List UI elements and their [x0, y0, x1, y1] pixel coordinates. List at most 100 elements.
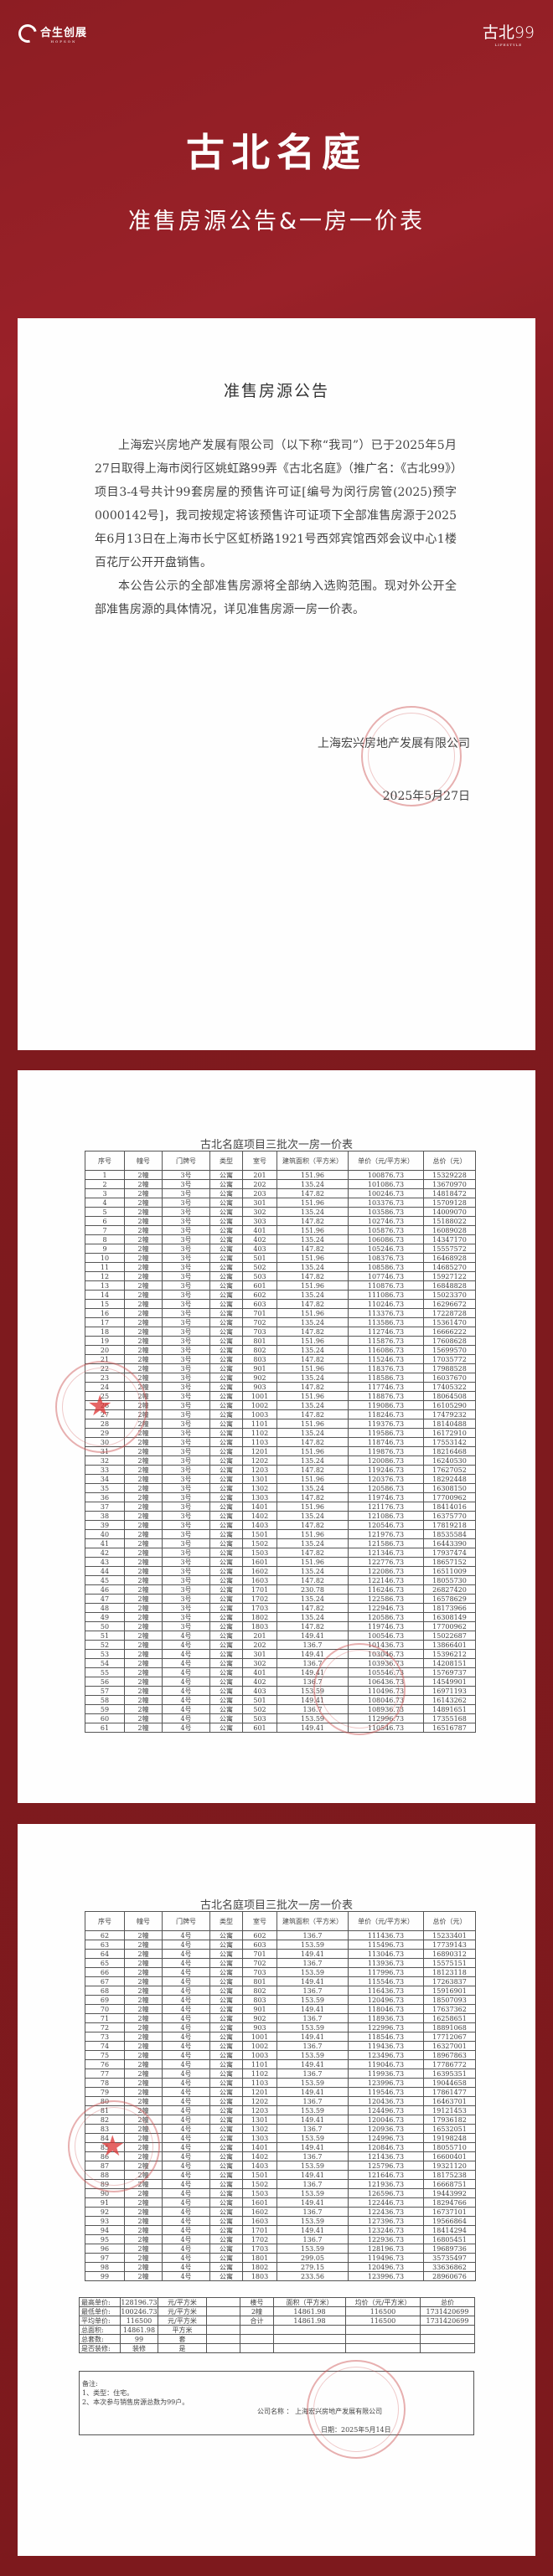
table-cell: 16240530	[423, 1455, 476, 1466]
table-cell: 3号	[162, 1603, 210, 1613]
table-cell: 15233401	[423, 1930, 476, 1940]
table-cell: 1103	[242, 1437, 277, 1447]
table-cell: 4号	[162, 2013, 210, 2023]
table-cell: 15709128	[423, 1198, 476, 1208]
table-row: 60 2幢 4号 公寓 503 153.59 112996.73 17355168	[85, 1713, 476, 1723]
table-cell: 公寓	[209, 1958, 243, 1968]
table-cell: 公寓	[209, 1317, 243, 1327]
table-cell: 14347170	[423, 1234, 476, 1244]
table-cell: 1402	[242, 2151, 277, 2161]
table-cell	[206, 2297, 240, 2307]
table-cell: 2	[85, 1179, 125, 1189]
table-cell: 2幢	[124, 2041, 163, 2051]
table-cell: 18055730	[423, 1575, 476, 1585]
table-cell: 67	[85, 1976, 125, 1986]
table-cell: 903	[242, 1382, 277, 1392]
table-cell: 2幢	[124, 2234, 163, 2244]
table-cell: 98	[85, 2262, 125, 2272]
table-cell: 3号	[162, 1244, 210, 1254]
table-cell: 1301	[242, 2115, 277, 2125]
table-cell: 121346.73	[348, 1548, 424, 1558]
table-cell: 公寓	[209, 1557, 243, 1567]
table-cell: 17405322	[423, 1382, 476, 1392]
table-cell: 3号	[162, 1621, 210, 1631]
table-row: 2 2幢 3号 公寓 202 135.24 101086.73 13670970	[85, 1179, 476, 1189]
column-header: 类型	[209, 1911, 243, 1931]
table-cell: 803	[242, 1995, 277, 2005]
table-cell: 72	[85, 2022, 125, 2032]
table-cell: 2幢	[124, 1538, 163, 1548]
table-row: 66 2幢 4号 公寓 703 153.59 117996.73 18123118	[85, 1967, 476, 1977]
table-cell: 118746.73	[348, 1437, 424, 1447]
table-cell: 3号	[162, 1382, 210, 1392]
table-cell: 16395351	[423, 2069, 476, 2079]
table-cell: 123996.73	[348, 2271, 424, 2281]
table-cell: 2幢	[240, 2306, 274, 2316]
summary-table: 最高单价: 128196.73 元/平方米 楼号 面积（平方米） 均价（元/平方米） 总价最…	[79, 2297, 475, 2353]
table-cell: 62	[85, 1930, 125, 1940]
table-cell: 3号	[162, 1538, 210, 1548]
table-cell: 602	[242, 1930, 277, 1940]
table-cell: 2幢	[124, 2225, 163, 2235]
table-cell: 公寓	[209, 2151, 243, 2161]
table-cell: 16463701	[423, 2096, 476, 2106]
brand-left-en: HOPSON	[50, 39, 77, 44]
table-cell: 402	[242, 1677, 277, 1687]
table-cell: 153.59	[276, 2161, 349, 2171]
table-cell: 121586.73	[348, 1538, 424, 1548]
table-cell: 147.82	[276, 1271, 349, 1281]
table-cell: 公寓	[209, 1986, 243, 1996]
table-row: 26 2幢 3号 公寓 1002 135.24 119086.73 16105290	[85, 1400, 476, 1410]
table-cell: 120586.73	[348, 1483, 424, 1493]
table-cell: 110876.73	[348, 1280, 424, 1291]
table-cell: 121176.73	[348, 1502, 424, 1512]
table-cell: 15022687	[423, 1631, 476, 1641]
table-cell: 1703	[242, 2244, 277, 2254]
table-row: 81 2幢 4号 公寓 1203 153.59 124496.73 19121453	[85, 2105, 476, 2115]
table-cell: 118876.73	[348, 1391, 424, 1401]
table-cell: 149.41	[276, 1949, 349, 1959]
table-cell: 102746.73	[348, 1216, 424, 1226]
table-cell: 15916901	[423, 1986, 476, 1996]
table-cell: 601	[242, 1723, 277, 1733]
table-cell: 123996.73	[348, 2078, 424, 2088]
table-cell: 18967863	[423, 2050, 476, 2060]
table-cell: 53	[85, 1649, 125, 1659]
seal-star-icon: ★	[87, 1389, 113, 1423]
table-cell: 公寓	[209, 1594, 243, 1604]
table-cell: 1202	[242, 1455, 277, 1466]
table-row: 10 2幢 3号 公寓 501 151.96 108376.73 16468928	[85, 1253, 476, 1263]
table-cell: 2幢	[124, 2188, 163, 2198]
table-cell: 16037670	[423, 1373, 476, 1383]
table-row: 8 2幢 3号 公寓 402 135.24 106086.73 14347170	[85, 1234, 476, 1244]
table-cell: 2幢	[124, 2179, 163, 2189]
table-cell: 14818472	[423, 1188, 476, 1198]
table-cell: 120046.73	[348, 2115, 424, 2125]
table-cell: 113586.73	[348, 1317, 424, 1327]
table-cell: 108046.73	[348, 1695, 424, 1705]
table-cell: 公寓	[209, 1363, 243, 1373]
table-cell: 279.15	[276, 2262, 349, 2272]
table-cell: 16666222	[423, 1327, 476, 1337]
table-cell: 公寓	[209, 2050, 243, 2060]
table-cell: 30	[85, 1437, 125, 1447]
table-cell: 2幢	[124, 2151, 163, 2161]
table-cell: 总面积:	[79, 2325, 121, 2335]
table-cell: 3号	[162, 1336, 210, 1346]
table-cell: 119046.73	[348, 2059, 424, 2069]
table-cell: 119376.73	[348, 1419, 424, 1429]
table-row: 31 2幢 3号 公寓 1201 151.96 119876.73 18216468	[85, 1446, 476, 1456]
table-cell: 4号	[162, 2096, 210, 2106]
table-cell: 23	[85, 1373, 125, 1383]
table-cell	[420, 2343, 475, 2353]
table-cell: 公寓	[209, 1538, 243, 1548]
table-cell: 公寓	[209, 1465, 243, 1475]
table-cell: 302	[242, 1658, 277, 1668]
table-cell: 14891651	[423, 1704, 476, 1714]
table-cell: 1101	[242, 2059, 277, 2069]
table-cell: 15188022	[423, 1216, 476, 1226]
table-row: 13 2幢 3号 公寓 601 151.96 110876.73 16848828	[85, 1280, 476, 1291]
table-cell: 3号	[162, 1179, 210, 1189]
table-header-row: 序号 幢号 门牌号 类型 室号 建筑面积（平方米） 单价（元/平方米） 总价（元）	[85, 1151, 476, 1171]
table-cell: 15927122	[423, 1271, 476, 1281]
